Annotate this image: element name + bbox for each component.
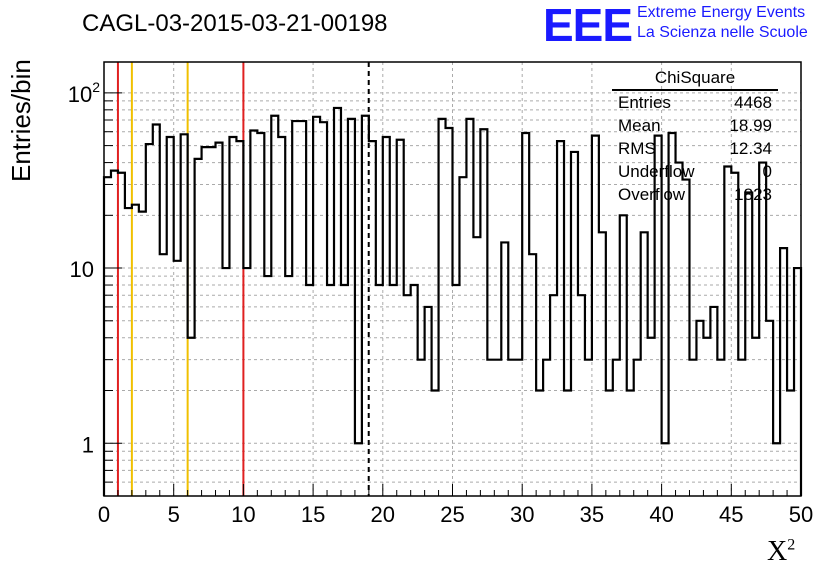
- stats-label: Underflow: [618, 162, 695, 181]
- histogram-series-line: [102, 106, 803, 496]
- x-tick-label: 20: [371, 502, 395, 527]
- stats-label: Overflow: [618, 185, 686, 204]
- x-tick-label: 35: [580, 502, 604, 527]
- stats-title: ChiSquare: [612, 68, 778, 91]
- stats-value: 18.99: [729, 116, 772, 135]
- histogram-bin: [494, 360, 501, 496]
- stats-label: RMS: [618, 139, 656, 158]
- eee-logo: EEE Extreme Energy Events La Scienza nel…: [543, 0, 833, 51]
- histogram-bin: [717, 360, 724, 496]
- x-tick-label: 45: [719, 502, 743, 527]
- stats-box: ChiSquare Entries 4468 Mean 18.99 RMS 12.34 Un…: [612, 68, 778, 206]
- y-tick-label: 1: [82, 432, 94, 457]
- y-axis-ticks: 1 10 102: [68, 79, 122, 497]
- histogram-bin: [125, 208, 132, 496]
- stats-row-overflow: Overflow 1823: [612, 183, 778, 206]
- chart-title: CAGL-03-2015-03-21-00198: [82, 10, 388, 37]
- stats-row-rms: RMS 12.34: [612, 137, 778, 160]
- y-tick-label: 102: [68, 79, 100, 107]
- stats-label: Mean: [618, 116, 661, 135]
- reference-lines: [116, 62, 370, 496]
- histogram-bin: [139, 212, 146, 496]
- histogram-bin: [264, 276, 271, 496]
- histogram-bin: [738, 360, 745, 496]
- histogram-bin: [243, 268, 250, 496]
- stats-label: Entries: [618, 93, 671, 112]
- histogram-bin: [676, 163, 683, 496]
- stats-row-mean: Mean 18.99: [612, 114, 778, 137]
- histogram-bin: [418, 360, 425, 496]
- stats-row-underflow: Underflow 0: [612, 160, 778, 183]
- logo-mark: EEE: [543, 0, 633, 51]
- histogram-bin: [585, 360, 592, 496]
- histogram-bin: [487, 360, 494, 496]
- histogram-bin: [752, 338, 759, 496]
- histogram-bin: [515, 360, 522, 496]
- x-axis-label: X2: [767, 536, 795, 568]
- x-tick-label: 30: [510, 502, 534, 527]
- histogram-bin: [188, 338, 195, 496]
- x-axis-label-sup: 2: [787, 536, 796, 554]
- histogram-bin: [703, 338, 710, 496]
- x-tick-label: 0: [98, 502, 110, 527]
- histogram-bin: [111, 171, 118, 496]
- y-axis-label: Entries/bin: [6, 59, 36, 182]
- histogram-bin: [222, 268, 229, 496]
- x-tick-label: 5: [168, 502, 180, 527]
- stats-value: 12.34: [729, 139, 772, 158]
- x-tick-label: 10: [231, 502, 255, 527]
- histogram-bin: [132, 205, 139, 496]
- histogram-bin: [285, 276, 292, 496]
- x-axis-ticks: 0 5 10 15 20 25 30 35 40 45 50: [98, 484, 813, 527]
- logo-text-line1: Extreme Energy Events: [637, 4, 806, 21]
- y-tick-label: 10: [70, 257, 94, 282]
- x-tick-label: 40: [649, 502, 673, 527]
- stats-row-entries: Entries 4468: [612, 91, 778, 114]
- stats-value: 1823: [734, 185, 772, 204]
- histogram-bin: [118, 173, 125, 496]
- stats-rows: Entries 4468 Mean 18.99 RMS 12.34 Underflow 0 Ov…: [612, 91, 778, 206]
- histogram-bin: [648, 338, 655, 496]
- stats-value: 4468: [734, 93, 772, 112]
- histogram-bin: [508, 360, 515, 496]
- histogram-bin: [404, 295, 411, 496]
- histogram-bin: [160, 254, 167, 496]
- stats-value: 0: [762, 162, 772, 181]
- histogram-bin: [689, 360, 696, 496]
- x-tick-label: 25: [440, 502, 464, 527]
- x-axis-label-base: X: [767, 536, 788, 567]
- logo-text-line2: La Scienza nelle Scuole: [637, 24, 808, 41]
- x-tick-label: 15: [301, 502, 325, 527]
- x-tick-label: 50: [789, 502, 813, 527]
